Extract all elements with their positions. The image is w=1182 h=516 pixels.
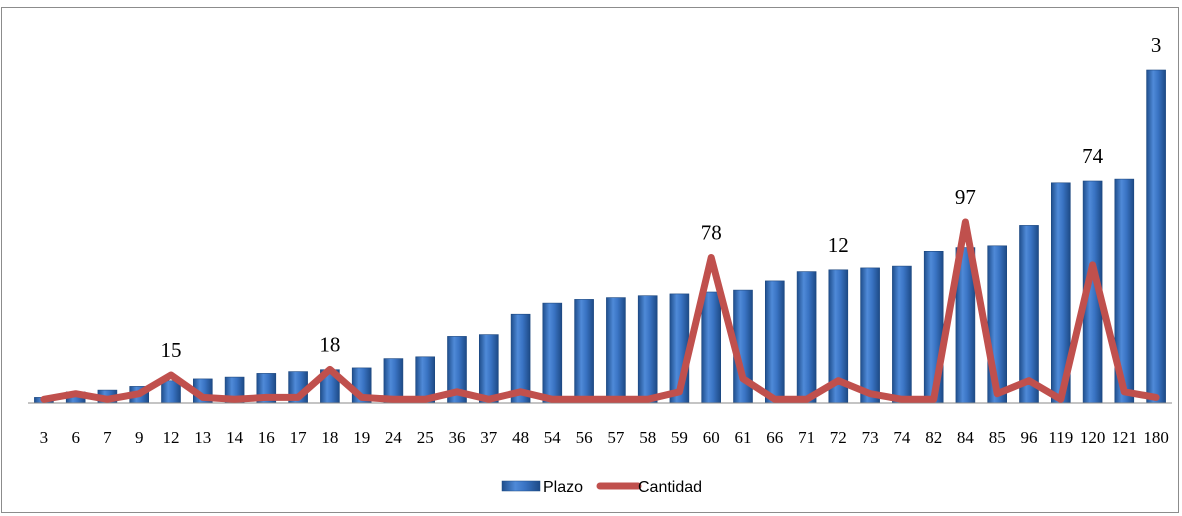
x-tick-label: 9 bbox=[135, 428, 144, 447]
bar-66 bbox=[764, 280, 785, 404]
bar-54 bbox=[542, 302, 563, 404]
x-tick-label: 72 bbox=[830, 428, 847, 447]
x-tick-label: 3 bbox=[40, 428, 49, 447]
bar-58 bbox=[637, 295, 658, 404]
data-label-180: 3 bbox=[1151, 33, 1162, 57]
chart-frame bbox=[1, 7, 1179, 513]
data-label-84: 97 bbox=[955, 185, 976, 209]
x-tick-label: 18 bbox=[321, 428, 338, 447]
x-tick-label: 121 bbox=[1112, 428, 1138, 447]
x-tick-label: 6 bbox=[71, 428, 80, 447]
data-label-12: 15 bbox=[161, 338, 182, 362]
data-label-120: 74 bbox=[1082, 144, 1104, 168]
x-tick-label: 85 bbox=[989, 428, 1006, 447]
x-tick-label: 180 bbox=[1143, 428, 1169, 447]
x-tick-label: 56 bbox=[576, 428, 593, 447]
x-tick-label: 37 bbox=[480, 428, 498, 447]
bar-56 bbox=[574, 299, 594, 404]
data-label-60: 78 bbox=[701, 221, 722, 245]
x-tick-label: 54 bbox=[544, 428, 562, 447]
bar-series-plazo bbox=[34, 69, 1166, 404]
x-tick-label: 16 bbox=[258, 428, 275, 447]
legend-label-plazo: Plazo bbox=[543, 479, 583, 496]
bar-73 bbox=[860, 267, 880, 404]
x-tick-label: 48 bbox=[512, 428, 529, 447]
cantidad-line bbox=[40, 218, 1160, 403]
x-tick-label: 59 bbox=[671, 428, 688, 447]
data-label-18: 18 bbox=[319, 332, 340, 356]
x-tick-label: 73 bbox=[862, 428, 879, 447]
bar-57 bbox=[606, 297, 626, 404]
x-tick-label: 36 bbox=[449, 428, 466, 447]
bar-37 bbox=[478, 334, 499, 404]
x-tick-label: 82 bbox=[925, 428, 942, 447]
legend-swatch-plazo bbox=[501, 480, 541, 492]
x-tick-label: 13 bbox=[194, 428, 211, 447]
line-series-cantidad bbox=[40, 218, 1160, 403]
data-labels: 15 18 78 12 97 74 3 bbox=[161, 33, 1162, 362]
bar-12 bbox=[161, 380, 181, 404]
x-tick-label: 24 bbox=[385, 428, 403, 447]
x-tick-label: 25 bbox=[417, 428, 434, 447]
x-tick-label: 14 bbox=[226, 428, 244, 447]
x-tick-label: 74 bbox=[893, 428, 911, 447]
x-tick-label: 84 bbox=[957, 428, 975, 447]
x-tick-label: 119 bbox=[1048, 428, 1073, 447]
bar-180 bbox=[1146, 69, 1166, 404]
bar-60 bbox=[701, 291, 722, 404]
x-tick-label: 71 bbox=[798, 428, 815, 447]
bar-96 bbox=[1019, 225, 1039, 404]
x-tick-label: 60 bbox=[703, 428, 720, 447]
x-tick-label: 19 bbox=[353, 428, 370, 447]
bar-74 bbox=[892, 265, 912, 404]
legend-label-cantidad: Cantidad bbox=[638, 479, 702, 496]
bar-71 bbox=[796, 271, 817, 404]
x-tick-label: 96 bbox=[1021, 428, 1038, 447]
x-tick-label: 58 bbox=[639, 428, 656, 447]
x-tick-label: 17 bbox=[290, 428, 308, 447]
x-tick-label: 120 bbox=[1080, 428, 1106, 447]
x-tick-label: 66 bbox=[766, 428, 783, 447]
x-tick-label: 12 bbox=[163, 428, 180, 447]
x-axis-ticks: 3 6 7 9 12 13 14 16 17 18 19 24 25 36 37 48 54 56 57 58 59 60… bbox=[40, 428, 1169, 447]
data-label-72: 12 bbox=[828, 233, 849, 257]
x-tick-label: 61 bbox=[735, 428, 752, 447]
x-tick-label: 7 bbox=[103, 428, 112, 447]
legend: Plazo Cantidad bbox=[501, 479, 702, 496]
x-tick-label: 57 bbox=[607, 428, 625, 447]
